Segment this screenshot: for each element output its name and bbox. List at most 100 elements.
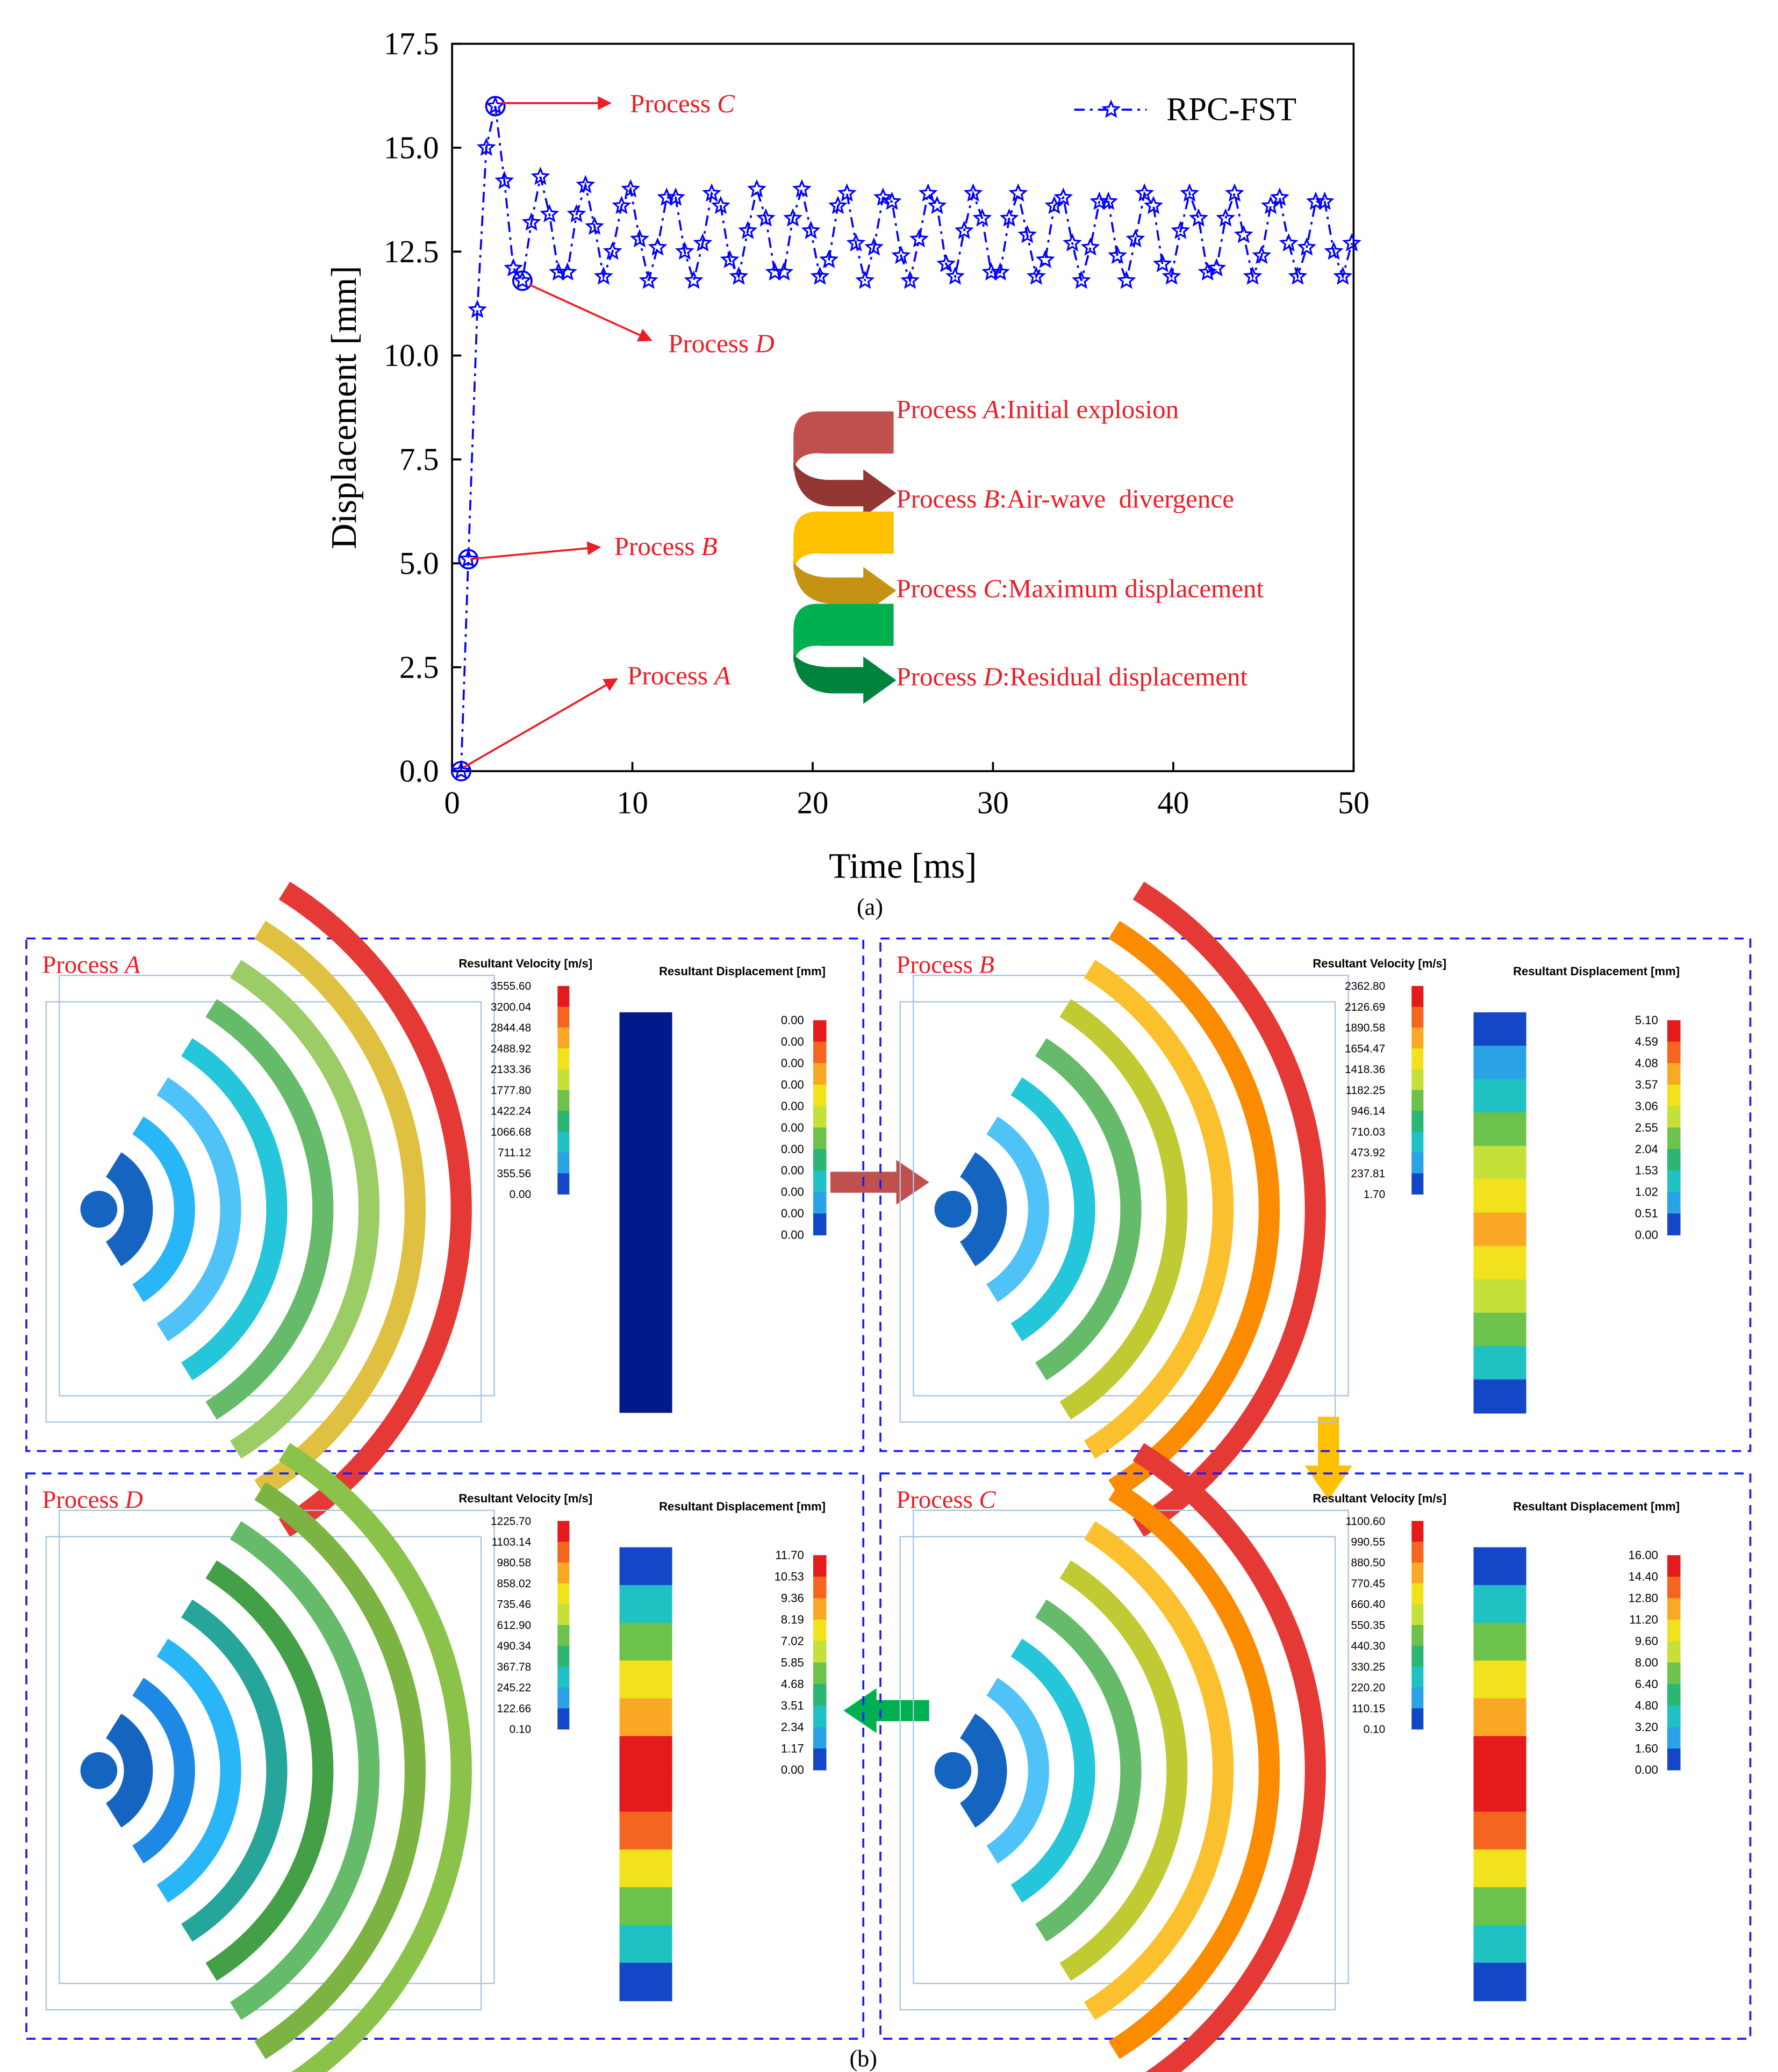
annotation-part: Process — [630, 89, 717, 118]
y-tick-label: 2.5 — [399, 650, 439, 685]
colorbar-cell — [813, 1705, 827, 1728]
highlight-circle — [485, 96, 506, 117]
data-point — [684, 270, 704, 289]
colorbar-cell — [557, 985, 570, 1008]
colorbar-cell — [1411, 1583, 1424, 1605]
x-tick-label: 0 — [444, 786, 460, 821]
data-point — [1053, 187, 1073, 206]
legend-label: 4.08 — [1635, 1056, 1658, 1070]
legend-label: 0.00 — [781, 1056, 804, 1070]
colorbar-cell — [1667, 1213, 1681, 1236]
legend-label: 10.53 — [775, 1570, 804, 1583]
colorbar-cell — [557, 1666, 570, 1688]
legend-label: 3.51 — [781, 1699, 804, 1712]
sim-strip — [1473, 1585, 1526, 1624]
x-tick-label: 40 — [1158, 786, 1189, 821]
colorbar-cell — [813, 1192, 827, 1214]
sim-band — [205, 999, 334, 1420]
colorbar-cell — [1667, 1170, 1681, 1193]
colorbar-cell — [1411, 1645, 1424, 1667]
data-point — [576, 175, 596, 193]
data-point — [504, 258, 524, 277]
panel-title-part: Process — [42, 1486, 125, 1514]
sim-strip — [1473, 1811, 1526, 1851]
data-point — [451, 761, 471, 780]
process-label: Process A:Initial explosion — [896, 394, 1179, 424]
legend-label: 1182.25 — [1345, 1084, 1385, 1097]
data-point — [873, 187, 893, 206]
sim-strip — [1473, 1698, 1526, 1737]
annotation-part: D — [755, 328, 774, 358]
colorbar-cell — [557, 1645, 570, 1667]
sim-band — [278, 1443, 472, 2072]
colorbar-cell — [813, 1726, 827, 1749]
data-point — [855, 270, 875, 289]
legend-label: RPC-FST — [1166, 91, 1296, 128]
data-point — [972, 208, 992, 227]
data-point — [1188, 208, 1208, 227]
legend-label: 4.68 — [781, 1677, 804, 1690]
data-point — [711, 196, 730, 214]
legend-label: 880.50 — [1351, 1557, 1386, 1569]
colorbar-cell — [813, 1170, 827, 1193]
data-point — [1315, 191, 1335, 210]
data-point — [485, 96, 505, 114]
legend-marker — [1101, 99, 1121, 118]
legend-title: Resultant Velocity [m/s] — [458, 956, 592, 970]
y-tick-label: 12.5 — [384, 234, 439, 269]
sim-box — [59, 974, 495, 1397]
data-point — [666, 187, 686, 206]
sim-strip — [1473, 1547, 1526, 1586]
data-point — [837, 183, 857, 202]
sim-strip — [619, 1887, 672, 1926]
legend-label: 2488.92 — [491, 1042, 531, 1055]
sim-strip — [1473, 1962, 1526, 2002]
data-point — [846, 233, 866, 252]
y-tick-label: 0.0 — [399, 754, 439, 789]
colorbar-cell — [1411, 1625, 1424, 1646]
panel-title-part: B — [979, 951, 994, 979]
process-label-part: :Initial explosion — [1000, 394, 1179, 424]
data-point — [612, 196, 632, 214]
sim-strip — [1473, 1179, 1526, 1213]
y-tick-label: 10.0 — [384, 338, 439, 373]
data-point — [891, 246, 911, 264]
legend-label: 1.60 — [1635, 1742, 1658, 1755]
legend-label: 245.22 — [497, 1682, 532, 1694]
panel-title: Process D — [42, 1486, 143, 1514]
sim-strip — [619, 1585, 672, 1624]
process-label-part: C — [984, 573, 1002, 603]
legend-label: 2844.48 — [491, 1022, 531, 1034]
sim-charge — [80, 1191, 118, 1228]
legend-label: 1777.80 — [491, 1084, 531, 1097]
colorbar-cell — [813, 1663, 827, 1685]
colorbar-cell — [813, 1620, 827, 1642]
data-point — [1324, 241, 1344, 260]
colorbar-cell — [1411, 1173, 1424, 1195]
process-label-part: Process — [896, 484, 983, 514]
annotation-part: B — [701, 531, 718, 561]
sim-band — [181, 1599, 288, 1942]
process-label-part: :Maximum displacement — [1001, 573, 1264, 603]
colorbar-cell — [1667, 1726, 1681, 1749]
colorbar-cell — [1411, 1090, 1424, 1112]
colorbar-cell — [1667, 1684, 1681, 1706]
colorbar-cell — [1667, 1063, 1681, 1085]
sim-band — [986, 1678, 1049, 1864]
sim-band — [1132, 881, 1326, 1537]
sim-band — [1010, 1638, 1095, 1903]
colorbar-cell — [557, 1006, 570, 1028]
annotation: Process A — [627, 660, 731, 690]
colorbar-cell — [813, 1106, 827, 1128]
colorbar-cell — [557, 1027, 570, 1049]
x-tick-label: 20 — [797, 786, 829, 821]
legend-title: Resultant Velocity [m/s] — [1313, 956, 1446, 970]
process-label: Process C:Maximum displacement — [896, 573, 1264, 603]
sim-band — [254, 920, 426, 1498]
data-point — [990, 262, 1010, 281]
colorbar-cell — [1411, 1687, 1424, 1709]
sim-strip — [1473, 1012, 1526, 1047]
process-label-part: Process — [896, 394, 983, 424]
sim-strip — [1473, 1736, 1526, 1775]
sim-strip — [1473, 1379, 1526, 1414]
